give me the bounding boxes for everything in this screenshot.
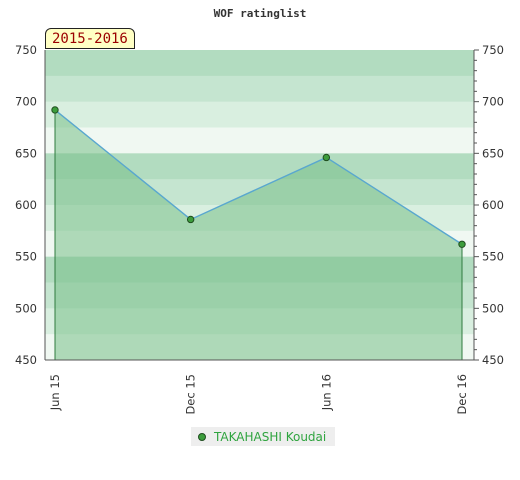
period-badge: 2015-2016 bbox=[45, 28, 135, 49]
y-tick-label-right: 700 bbox=[482, 95, 504, 109]
data-point bbox=[51, 106, 59, 114]
area-layer bbox=[54, 109, 463, 360]
legend[interactable]: TAKAHASHI Koudai bbox=[191, 427, 336, 446]
series-area bbox=[55, 109, 462, 360]
y-tick-label-left: 600 bbox=[15, 198, 37, 212]
background-band bbox=[45, 101, 474, 128]
y-tick-label-left: 700 bbox=[15, 95, 37, 109]
chart-title: WOF ratinglist bbox=[214, 7, 307, 20]
legend-marker-icon bbox=[198, 432, 206, 441]
y-tick-label-right: 650 bbox=[482, 146, 504, 160]
y-tick-label-left: 500 bbox=[15, 301, 37, 315]
y-tick-label-right: 550 bbox=[482, 250, 504, 264]
x-tick-label: Jun 16 bbox=[319, 374, 333, 411]
y-tick-label-right: 450 bbox=[482, 353, 504, 367]
axes bbox=[44, 49, 479, 361]
data-point bbox=[458, 240, 466, 248]
x-tick-label: Dec 16 bbox=[455, 374, 469, 415]
y-tick-label-left: 750 bbox=[15, 43, 37, 57]
x-tick-label: Dec 15 bbox=[184, 374, 198, 415]
data-markers bbox=[51, 106, 466, 248]
series-line bbox=[54, 109, 463, 245]
y-tick-label-left: 450 bbox=[15, 353, 37, 367]
y-tick-label-right: 500 bbox=[482, 301, 504, 315]
y-tick-label-left: 650 bbox=[15, 146, 37, 160]
x-tick-label: Jun 15 bbox=[48, 374, 62, 411]
x-axis-labels: Jun 15 Dec 15 Jun 16 Dec 16 bbox=[48, 374, 469, 415]
y-axis-right-labels: 450 500 550 600 650 700 750 bbox=[482, 43, 504, 367]
data-point bbox=[186, 215, 195, 224]
background-band bbox=[45, 75, 474, 103]
background-band bbox=[45, 127, 474, 154]
y-tick-label-right: 750 bbox=[482, 43, 504, 57]
background-band bbox=[45, 50, 474, 77]
data-point bbox=[322, 153, 331, 162]
y-tick-label-right: 600 bbox=[482, 198, 504, 212]
legend-label: TAKAHASHI Koudai bbox=[214, 429, 327, 444]
y-tick-label-left: 550 bbox=[15, 250, 37, 264]
y-axis-left-labels: 450 500 550 600 650 700 750 bbox=[15, 43, 37, 367]
